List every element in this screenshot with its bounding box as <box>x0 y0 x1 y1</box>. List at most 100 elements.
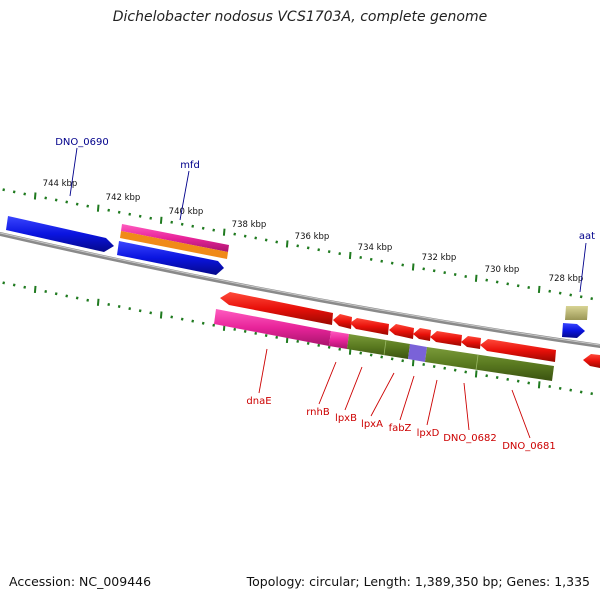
minor-tick <box>254 236 258 240</box>
major-tick <box>474 370 478 378</box>
minor-tick <box>327 345 331 349</box>
minor-tick <box>453 368 457 372</box>
gene-arrow-lpxB[interactable] <box>350 318 389 335</box>
reverse-cds-bars <box>214 309 554 381</box>
minor-tick <box>44 196 48 200</box>
minor-tick <box>54 292 58 296</box>
minor-tick <box>170 315 174 319</box>
genome-summary-text: Topology: circular; Length: 1,389,350 bp… <box>246 574 590 589</box>
minor-tick <box>380 355 384 359</box>
major-tick <box>222 228 226 236</box>
minor-tick <box>390 357 394 361</box>
gene-label[interactable]: mfd <box>180 160 200 171</box>
scale-label: 744 kbp <box>43 179 78 189</box>
major-tick <box>159 216 163 224</box>
gene-arrow-lpxA[interactable] <box>389 324 414 339</box>
cds-bar-fabZ[interactable] <box>408 344 427 362</box>
minor-tick <box>54 198 58 202</box>
gene-label[interactable]: DNO_0682 <box>443 433 497 444</box>
cds-bar-mfd-orange <box>120 231 228 259</box>
gene-label[interactable]: aat <box>579 231 595 242</box>
minor-tick <box>180 317 184 321</box>
minor-tick <box>117 210 121 214</box>
minor-tick <box>369 353 373 357</box>
scale-label: 740 kbp <box>169 207 204 217</box>
gene-arrow-fabZ[interactable] <box>413 328 431 341</box>
minor-tick <box>590 392 594 396</box>
minor-tick <box>264 238 268 242</box>
minor-tick <box>212 228 216 232</box>
label-leader-lines <box>69 147 587 439</box>
cds-bar-lpxD-cluster[interactable] <box>425 347 554 381</box>
minor-tick <box>128 212 132 216</box>
lower-tick-row <box>2 281 594 396</box>
gene-label[interactable]: DNO_0690 <box>55 137 109 148</box>
minor-tick <box>422 267 426 271</box>
major-tick <box>411 359 415 367</box>
minor-tick <box>275 240 279 244</box>
cds-bar-rnhB[interactable] <box>329 331 349 349</box>
minor-tick <box>558 291 562 295</box>
minor-tick <box>401 359 405 363</box>
cds-bar-aat[interactable] <box>565 306 588 320</box>
accession-text: Accession: NC_009446 <box>9 574 152 589</box>
gene-arrow-DNO_0690[interactable] <box>6 216 114 252</box>
minor-tick <box>495 376 499 380</box>
gene-label[interactable]: fabZ <box>389 423 412 434</box>
minor-tick <box>65 200 69 204</box>
minor-tick <box>338 347 342 351</box>
minor-tick <box>117 305 121 309</box>
gene-label[interactable]: lpxA <box>361 419 383 430</box>
minor-tick <box>390 261 394 265</box>
gene-label[interactable]: DNO_0681 <box>502 441 556 452</box>
cds-bar-dnaE[interactable] <box>214 309 331 346</box>
minor-tick <box>548 289 552 293</box>
minor-tick <box>485 374 489 378</box>
scale-label: 742 kbp <box>106 193 141 203</box>
map-title: Dichelobacter nodosus VCS1703A, complete… <box>112 9 488 25</box>
scale-label: 730 kbp <box>485 265 520 275</box>
minor-tick <box>443 271 447 275</box>
major-tick <box>159 311 163 319</box>
gene-label[interactable]: dnaE <box>246 396 271 407</box>
gene-arrow-rnhB[interactable] <box>333 314 352 329</box>
minor-tick <box>180 222 184 226</box>
gene-arrow-lpxD[interactable] <box>430 331 462 346</box>
minor-tick <box>170 220 174 224</box>
minor-tick <box>44 290 48 294</box>
cds-bar-lpx-cluster[interactable] <box>347 334 410 359</box>
minor-tick <box>548 385 552 389</box>
minor-tick <box>2 281 6 285</box>
gene-label[interactable]: rnhB <box>306 407 330 418</box>
minor-tick <box>243 234 247 238</box>
minor-tick <box>506 377 510 381</box>
gene-arrow-dnaE[interactable] <box>220 292 333 325</box>
minor-tick <box>201 321 205 325</box>
minor-tick <box>75 296 79 300</box>
minor-tick <box>254 331 258 335</box>
minor-tick <box>306 341 310 345</box>
gene-arrow-DNO_0681[interactable] <box>480 339 556 362</box>
minor-tick <box>317 248 321 252</box>
minor-tick <box>495 280 499 284</box>
cds-bar-mfd[interactable] <box>121 224 229 252</box>
gene-arrow-mfd[interactable] <box>117 241 224 275</box>
gene-arrow-DNO_0682[interactable] <box>461 336 481 349</box>
minor-tick <box>516 284 520 288</box>
minor-tick <box>443 366 447 370</box>
gene-label[interactable]: lpxB <box>335 413 357 424</box>
minor-tick <box>327 250 331 254</box>
minor-tick <box>579 390 583 394</box>
gene-arrow-partial[interactable] <box>583 354 600 368</box>
gene-label[interactable]: lpxD <box>417 428 440 439</box>
minor-tick <box>12 190 16 194</box>
gene-arrow-aat[interactable] <box>562 323 585 338</box>
minor-tick <box>149 216 153 220</box>
scale-label: 736 kbp <box>295 232 330 242</box>
minor-tick <box>191 319 195 323</box>
minor-tick <box>275 335 279 339</box>
major-tick <box>474 274 478 282</box>
minor-tick <box>233 232 237 236</box>
minor-tick <box>201 226 205 230</box>
major-tick <box>33 285 37 293</box>
